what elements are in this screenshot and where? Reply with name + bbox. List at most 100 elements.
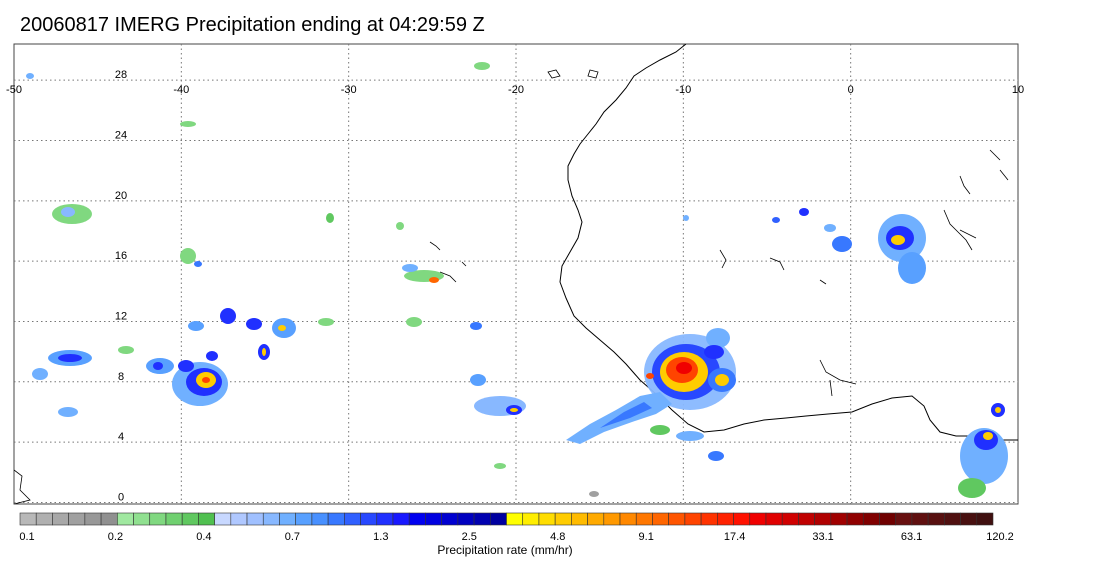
colorbar-tick-label: 1.3 (373, 531, 388, 543)
colorbar-swatch (603, 512, 621, 526)
colorbar-swatch (522, 512, 540, 526)
rain-cell (58, 354, 82, 362)
lon-tick-label: -50 (6, 84, 22, 96)
rain-cell (683, 215, 689, 221)
lon-tick-label: -40 (173, 84, 189, 96)
colorbar-swatch (717, 512, 734, 526)
colorbar-swatch (425, 512, 442, 526)
colorbar-swatch (635, 512, 653, 526)
lon-tick-label: -30 (341, 84, 357, 96)
colorbar-swatch (68, 512, 86, 526)
colorbar-swatch (408, 512, 426, 526)
colorbar-swatch (230, 512, 248, 526)
colorbar-tick-label: 9.1 (639, 531, 654, 543)
colorbar-swatch (960, 512, 978, 526)
rain-cell (983, 432, 993, 440)
colorbar-swatch (749, 512, 767, 526)
colorbar-tick-label: 120.2 (986, 531, 1014, 543)
lat-tick-label: 12 (115, 310, 127, 322)
rain-cell (220, 308, 236, 324)
colorbar-swatch (133, 512, 151, 526)
colorbar-swatch (765, 512, 783, 526)
rain-cell (153, 362, 163, 370)
rain-cell (474, 62, 490, 70)
colorbar-swatch (798, 512, 815, 526)
rain-cell (706, 328, 730, 348)
rain-cell (246, 318, 262, 330)
colorbar-tick-label: 0.7 (285, 531, 300, 543)
latitude-labels: 28 24 20 16 12 8 4 0 (115, 69, 127, 503)
colorbar-swatch (781, 512, 799, 526)
rain-cell (646, 373, 654, 379)
lat-tick-label: 8 (118, 371, 124, 383)
colorbar-swatch (879, 512, 897, 526)
lon-tick-label: 10 (1012, 84, 1024, 96)
rain-cell (832, 236, 852, 252)
colorbar-swatch (181, 512, 199, 526)
colorbar-swatch (457, 512, 475, 526)
colorbar-swatch (117, 512, 134, 526)
rain-cell (772, 217, 780, 223)
rain-cell (61, 207, 75, 217)
colorbar-swatch (149, 512, 167, 526)
lat-tick-label: 16 (115, 250, 127, 262)
rain-cell (494, 463, 506, 469)
rain-cell (396, 222, 404, 230)
colorbar-swatch (198, 512, 215, 526)
colorbar-swatch (911, 512, 929, 526)
colorbar-label: Precipitation rate (mm/hr) (437, 543, 573, 557)
colorbar-tick-label: 0.2 (108, 531, 123, 543)
colorbar-swatches (19, 512, 994, 526)
colorbar-tick-label: 63.1 (901, 531, 922, 543)
lon-tick-label: -10 (675, 84, 691, 96)
lat-tick-label: 24 (115, 129, 127, 141)
colorbar-swatch (814, 512, 832, 526)
rain-cell (402, 264, 418, 272)
colorbar-swatch (165, 512, 183, 526)
rain-cell (650, 425, 670, 435)
lat-tick-label: 4 (118, 431, 124, 443)
rain-cell (704, 345, 724, 359)
rain-cell (194, 261, 202, 267)
colorbar-swatch (214, 512, 232, 526)
colorbar-swatch (506, 512, 524, 526)
rain-cell (180, 248, 196, 264)
precipitation-field (26, 62, 1008, 498)
colorbar-swatch (100, 512, 118, 526)
rain-cell (206, 351, 218, 361)
rain-cell (589, 491, 599, 497)
colorbar-swatch (84, 512, 102, 526)
rain-cell (470, 322, 482, 330)
rain-cell (318, 318, 334, 326)
rain-cell (58, 407, 78, 417)
rain-cell (429, 277, 439, 283)
colorbar-swatch (733, 512, 751, 526)
colorbar-swatch (538, 512, 556, 526)
rain-cell (326, 213, 334, 223)
rain-cell (891, 235, 905, 245)
rain-cell (799, 208, 809, 216)
rain-cell (958, 478, 986, 498)
colorbar-swatch (19, 512, 37, 526)
lat-tick-label: 20 (115, 190, 127, 202)
colorbar-swatch (652, 512, 669, 526)
colorbar-tick-labels: 0.1 0.2 0.4 0.7 1.3 2.5 4.8 9.1 17.4 33.1 63.1 120.… (19, 531, 1013, 543)
colorbar-swatch (976, 512, 994, 526)
rain-cell (708, 451, 724, 461)
rain-cell (995, 407, 1001, 413)
colorbar-swatch (35, 512, 53, 526)
coastline-island (14, 69, 599, 504)
colorbar-swatch (830, 512, 848, 526)
colorbar-swatch (327, 512, 345, 526)
rain-cell (824, 224, 836, 232)
colorbar-swatch (700, 512, 718, 526)
colorbar-tick-label: 33.1 (812, 531, 833, 543)
colorbar-swatch (473, 512, 491, 526)
colorbar-swatch (684, 512, 702, 526)
rain-band (600, 402, 652, 428)
lon-tick-label: 0 (848, 84, 854, 96)
rain-cell (470, 374, 486, 386)
rain-cell (180, 121, 196, 127)
colorbar-swatch (554, 512, 572, 526)
coastline-west-africa (559, 44, 1018, 441)
